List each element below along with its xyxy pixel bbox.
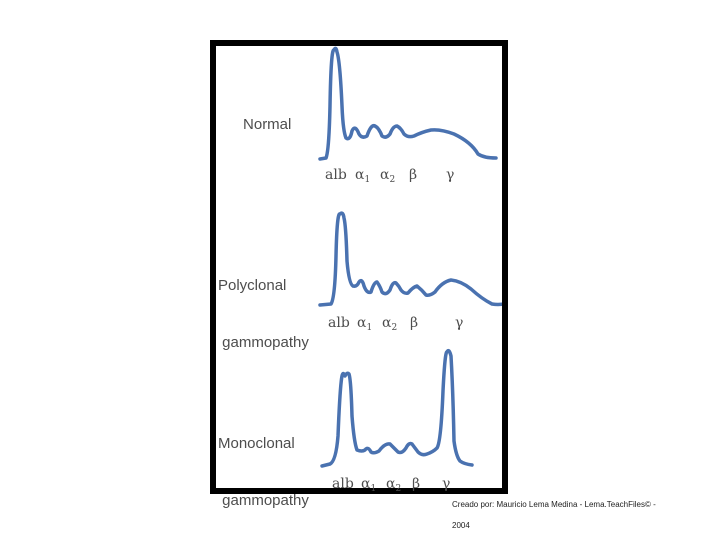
curve-polyclonal-line bbox=[318, 211, 502, 307]
credit-text: Creado por: Mauricio Lema Medina - Lema.… bbox=[452, 500, 656, 509]
band-alpha2: α2 bbox=[382, 315, 398, 333]
panel-label-line2: gammopathy bbox=[218, 334, 309, 351]
curve-polyclonal bbox=[318, 211, 502, 307]
curve-monoclonal-line bbox=[320, 348, 474, 468]
band-gamma: γ bbox=[446, 167, 455, 183]
panel-label-line2: gammopathy bbox=[218, 492, 309, 509]
band-alpha1: α1 bbox=[355, 167, 371, 185]
band-beta: β bbox=[412, 476, 421, 492]
band-alb: alb bbox=[332, 476, 354, 492]
band-alb: alb bbox=[328, 315, 350, 331]
band-alpha1: α1 bbox=[357, 315, 373, 333]
band-alpha2: α2 bbox=[386, 476, 402, 494]
panel-label-polyclonal: Polyclonal gammopathy bbox=[218, 238, 309, 390]
curve-normal-line bbox=[318, 46, 498, 161]
band-alb: alb bbox=[325, 167, 347, 183]
panel-label-line1: Monoclonal bbox=[218, 435, 295, 452]
panel-label-monoclonal: Monoclonal gammopathy bbox=[218, 396, 309, 548]
curve-normal bbox=[318, 46, 498, 161]
electrophoresis-figure: Normal alb α1 α2 β γ Polyclonal gammopat… bbox=[210, 40, 508, 509]
band-alpha1: α1 bbox=[361, 476, 377, 494]
band-beta: β bbox=[410, 315, 419, 331]
band-alpha2: α2 bbox=[380, 167, 396, 185]
panel-label-line1: Normal bbox=[243, 116, 292, 133]
curve-monoclonal bbox=[320, 348, 474, 468]
panel-label-normal: Normal bbox=[218, 96, 291, 153]
panel-label-line1: Polyclonal bbox=[218, 277, 287, 294]
band-beta: β bbox=[409, 167, 418, 183]
band-gamma: γ bbox=[455, 315, 464, 331]
credit-year: 2004 bbox=[452, 521, 470, 530]
band-gamma: γ bbox=[442, 476, 451, 492]
